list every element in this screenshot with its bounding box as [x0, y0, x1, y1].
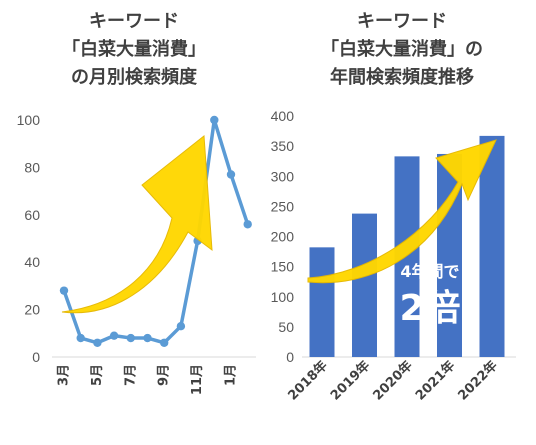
- y-tick-label: 60: [24, 207, 40, 223]
- monthly-line-chart: 0 20 40 60 80 100 3月 5月 7月 9月 11月 1月: [17, 112, 256, 395]
- y-tick-label: 50: [278, 319, 294, 335]
- x-tick-label: 7月: [123, 364, 138, 386]
- bar: [352, 213, 377, 357]
- annotation-line-2: 2倍: [399, 288, 460, 329]
- left-title-line-3: の月別検索頻度: [71, 67, 197, 88]
- trend-arrow-icon: [307, 139, 497, 284]
- y-tick-label: 250: [271, 198, 295, 214]
- x-tick-label: 2021年: [412, 358, 458, 404]
- y-tick-label: 300: [271, 168, 295, 184]
- data-point: [59, 286, 69, 295]
- data-point: [143, 333, 152, 343]
- y-tick-label: 0: [286, 349, 294, 365]
- y-tick-label: 100: [271, 289, 295, 305]
- right-chart-title: キーワード 「白菜大量消費」の 年間検索頻度推移: [268, 8, 536, 92]
- data-point: [109, 331, 119, 340]
- y-tick-label: 80: [24, 159, 40, 175]
- data-point: [226, 170, 236, 179]
- y-tick-label: 400: [271, 108, 295, 124]
- left-title-line-2: 「白菜大量消費」: [62, 39, 206, 60]
- bar: [309, 247, 335, 357]
- right-title-line-1: キーワード: [357, 11, 447, 32]
- x-tick-label: 3月: [57, 364, 72, 386]
- bar: [479, 135, 505, 357]
- y-tick-label: 40: [24, 254, 40, 270]
- left-chart-title: キーワード 「白菜大量消費」 の月別検索頻度: [0, 8, 268, 92]
- left-title-line-1: キーワード: [89, 11, 179, 32]
- data-point: [243, 220, 252, 229]
- yearly-bar-chart: 0501001502002503003504002018年2019年2020年2…: [271, 108, 516, 404]
- y-tick-label: 150: [271, 259, 295, 275]
- x-tick-label: 2022年: [455, 358, 501, 404]
- y-tick-label: 200: [271, 229, 295, 245]
- right-title-line-2: 「白菜大量消費」の: [321, 39, 483, 60]
- y-tick-label: 100: [17, 112, 41, 128]
- data-point: [160, 338, 169, 347]
- x-tick-label: 9月: [157, 364, 172, 386]
- data-point: [126, 333, 135, 343]
- right-title-line-3: 年間検索頻度推移: [330, 67, 474, 88]
- x-tick-label: 2020年: [370, 358, 416, 404]
- trend-arrow-icon: [61, 135, 213, 314]
- data-point: [76, 333, 85, 343]
- x-tick-label: 2019年: [327, 358, 373, 404]
- data-point: [93, 338, 102, 347]
- x-tick-label: 1月: [224, 364, 239, 386]
- data-point: [176, 321, 186, 331]
- data-point: [210, 115, 219, 125]
- y-tick-label: 0: [32, 349, 40, 365]
- y-tick-label: 20: [24, 302, 40, 318]
- x-tick-label: 5月: [90, 364, 105, 386]
- annotation-line-1: 4年間で: [400, 262, 459, 281]
- y-tick-label: 350: [271, 138, 295, 154]
- x-tick-label: 11月: [190, 364, 205, 395]
